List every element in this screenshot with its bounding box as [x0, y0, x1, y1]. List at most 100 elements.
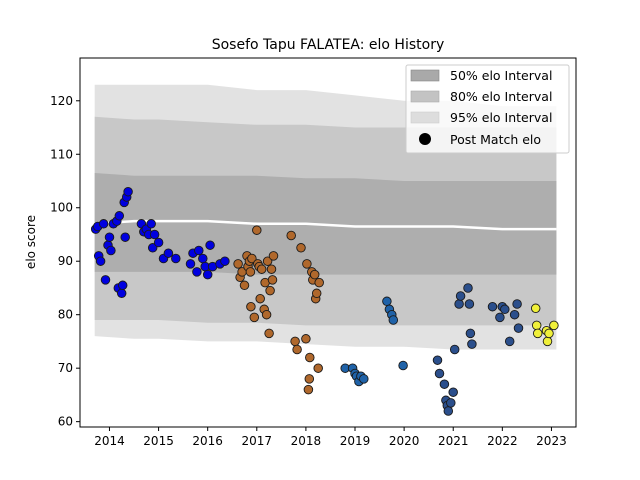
data-point-s4-4: [542, 336, 553, 347]
data-point-s3-1: [434, 368, 445, 379]
data-point-s1-7: [245, 267, 256, 277]
data-point-s1-33: [305, 352, 315, 363]
data-point-s0-14: [117, 280, 128, 291]
y-tick-label-4: 100: [50, 201, 73, 215]
data-point-s0-32: [192, 267, 202, 277]
data-point-s0-7: [104, 232, 115, 242]
data-point-s1-29: [301, 334, 311, 344]
data-point-s1-26: [290, 336, 300, 347]
y-tick-label-1: 70: [58, 361, 73, 375]
data-point-s0-37: [205, 240, 215, 250]
data-point-s2-7: [382, 296, 392, 307]
data-point-s0-36: [202, 269, 213, 280]
legend: 50% elo Interval 80% elo Interval 95% el…: [405, 64, 570, 154]
data-point-s1-38: [311, 288, 322, 299]
data-point-s0-4: [98, 219, 109, 229]
legend-swatch-95: [410, 111, 440, 124]
y-tick-label-2: 80: [58, 308, 73, 322]
data-point-s1-0: [233, 259, 243, 269]
plot-area-frame: [79, 57, 577, 428]
x-tick-label-9: 2023: [536, 434, 567, 448]
data-point-s3-16: [495, 312, 505, 323]
post-match-points: [90, 186, 559, 416]
legend-marker-post-match: [419, 133, 431, 145]
data-point-s3-5: [443, 406, 454, 416]
data-point-s0-24: [147, 243, 158, 253]
data-point-s3-9: [454, 299, 464, 309]
x-tick-label-0: 2014: [94, 434, 125, 448]
data-point-s0-8: [106, 245, 116, 256]
data-point-s1-3: [239, 280, 250, 291]
x-tick-label-3: 2017: [242, 434, 273, 448]
data-point-s3-0: [432, 355, 443, 365]
data-point-s0-5: [100, 275, 111, 285]
x-tick-label-8: 2022: [487, 434, 518, 448]
data-point-s3-8: [449, 344, 460, 355]
x-tick-label-6: 2020: [389, 434, 420, 448]
data-point-s1-8: [246, 301, 256, 312]
data-point-s0-18: [123, 186, 133, 197]
x-axis: 2014 2015 2016 2017 2018 2019 2020 2021 2022 2023: [94, 427, 567, 448]
data-point-s3-18: [500, 304, 510, 315]
data-point-s3-12: [464, 299, 475, 309]
data-point-s0-16: [120, 232, 130, 242]
data-point-s3-19: [504, 336, 515, 347]
data-point-s0-34: [198, 253, 208, 264]
x-tick-label-2: 2016: [192, 434, 223, 448]
data-point-s3-22: [513, 323, 524, 333]
data-point-s3-15: [487, 301, 498, 312]
data-point-s0-25: [149, 229, 160, 240]
data-point-s0-26: [153, 237, 164, 248]
data-point-s2-10: [388, 315, 399, 325]
data-point-s0-40: [220, 256, 230, 266]
data-point-s1-23: [267, 275, 278, 285]
data-point-s1-30: [302, 259, 312, 269]
data-point-s3-20: [509, 309, 520, 320]
legend-swatch-80: [410, 90, 440, 103]
legend-label-post-match: Post Match elo: [450, 132, 541, 147]
x-tick-label-7: 2021: [438, 434, 469, 448]
data-point-s1-22: [266, 264, 277, 274]
legend-frame: [405, 64, 570, 154]
legend-swatch-50: [410, 69, 440, 82]
y-axis-label: elo score: [24, 215, 38, 269]
data-point-s1-10: [249, 312, 260, 323]
data-point-s1-21: [265, 285, 275, 296]
data-point-s4-5: [544, 328, 554, 339]
data-point-s3-13: [465, 328, 476, 339]
chart-title: Sosefo Tapu FALATEA: elo History: [212, 37, 445, 53]
y-tick-label-0: 60: [58, 415, 73, 429]
data-point-s4-1: [531, 320, 542, 331]
data-point-s0-23: [146, 219, 156, 229]
x-tick-label-4: 2018: [291, 434, 322, 448]
data-point-s3-21: [512, 299, 522, 309]
data-point-s3-2: [439, 379, 450, 389]
data-point-s0-13: [116, 288, 127, 299]
data-point-s1-40: [314, 277, 324, 288]
data-point-s3-10: [455, 291, 466, 301]
data-point-s2-6: [359, 374, 369, 384]
data-point-s1-9: [247, 253, 257, 264]
data-point-s4-6: [549, 320, 559, 331]
data-point-s1-11: [252, 225, 262, 235]
y-axis: 60 70 80 90 100 110 120: [50, 94, 80, 429]
data-point-s1-36: [309, 269, 320, 280]
data-point-s3-6: [446, 398, 456, 408]
data-point-s1-27: [292, 344, 302, 355]
legend-label-95: 95% elo Interval: [450, 110, 552, 125]
data-point-s4-2: [532, 328, 543, 339]
data-point-s1-20: [264, 328, 274, 339]
data-point-s0-12: [114, 211, 125, 221]
data-point-s1-14: [255, 293, 265, 304]
data-point-s1-19: [262, 256, 273, 266]
data-point-s0-3: [95, 256, 106, 266]
y-tick-label-5: 110: [50, 147, 73, 161]
data-point-s1-24: [268, 251, 279, 261]
data-point-s1-25: [286, 230, 296, 241]
legend-label-50: 50% elo Interval: [450, 68, 552, 83]
data-point-s3-11: [463, 283, 473, 293]
y-tick-label-3: 90: [58, 254, 73, 268]
data-point-s0-33: [194, 245, 204, 256]
x-tick-label-5: 2019: [340, 434, 371, 448]
data-point-s1-28: [296, 243, 306, 253]
